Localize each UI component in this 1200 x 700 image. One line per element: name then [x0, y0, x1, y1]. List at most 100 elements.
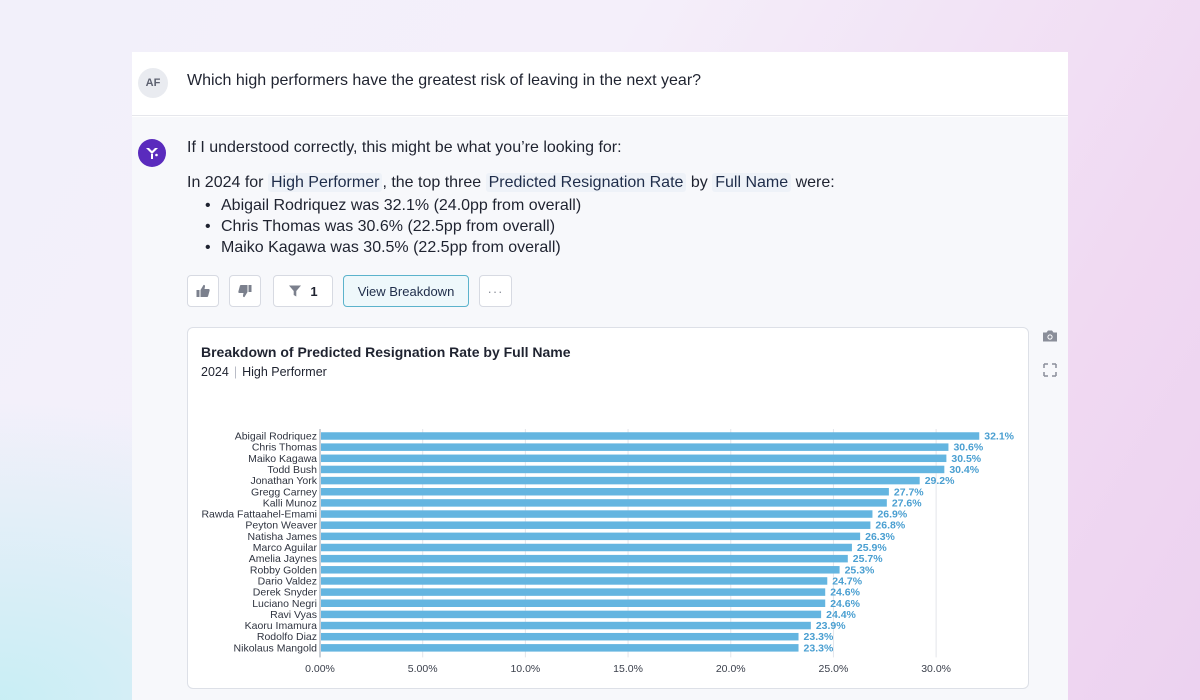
metric-chip[interactable]: Predicted Resignation Rate [485, 173, 687, 192]
data-label: 30.5% [951, 453, 981, 465]
more-button[interactable]: ··· [479, 275, 512, 307]
category-label: Rawda Fattaahel-Emami [201, 509, 317, 521]
category-label: Maiko Kagawa [248, 453, 317, 465]
data-label: 23.9% [816, 620, 846, 632]
category-label: Robby Golden [250, 564, 317, 576]
category-label: Dario Valdez [258, 575, 317, 587]
filter-icon [289, 285, 302, 297]
category-label: Amelia Jaynes [249, 553, 317, 565]
data-label: 24.6% [830, 598, 860, 610]
bar [321, 510, 873, 518]
bar [321, 610, 822, 619]
bar [321, 543, 852, 552]
filter-count: 1 [310, 283, 318, 299]
user-avatar: AF [138, 68, 168, 98]
bar [321, 532, 861, 541]
chart-subtitle: 2024 | High Performer [201, 365, 327, 379]
x-tick-label: 20.0% [716, 663, 746, 675]
category-label: Chris Thomas [252, 442, 317, 454]
conversation-panel: AF Which high performers have the greate… [132, 52, 1068, 700]
category-label: Kalli Munoz [263, 497, 317, 509]
data-label: 30.4% [949, 464, 979, 476]
bar [321, 566, 840, 574]
data-label: 29.2% [925, 475, 955, 487]
list-item: Maiko Kagawa was 30.5% (22.5pp from over… [204, 237, 581, 258]
data-label: 26.9% [877, 509, 907, 521]
thumbs-up-button[interactable] [187, 275, 219, 307]
summary-prefix: In 2024 for [187, 174, 264, 191]
data-label: 26.8% [875, 520, 905, 532]
data-label: 24.7% [832, 575, 862, 587]
view-breakdown-button[interactable]: View Breakdown [343, 275, 469, 307]
list-item: Chris Thomas was 30.6% (22.5pp from over… [204, 216, 581, 237]
chart-title: Breakdown of Predicted Resignation Rate … [201, 344, 571, 360]
summary-suffix: were: [795, 174, 835, 191]
bar [321, 488, 889, 496]
data-label: 23.3% [804, 642, 834, 654]
data-label: 23.3% [804, 631, 834, 643]
category-label: Gregg Carney [251, 486, 318, 498]
x-tick-label: 25.0% [819, 663, 849, 675]
x-tick-label: 30.0% [921, 663, 951, 675]
data-label: 27.7% [894, 486, 924, 498]
answer-summary: In 2024 for High Performer, the top thre… [187, 173, 835, 192]
thumbs-up-icon [196, 284, 210, 297]
category-label: Ravi Vyas [270, 609, 317, 621]
camera-icon[interactable] [1042, 329, 1058, 343]
data-label: 25.3% [845, 564, 875, 576]
bot-logo-icon [138, 139, 166, 167]
bar [321, 621, 811, 630]
thumbs-down-button[interactable] [229, 275, 261, 307]
data-label: 27.6% [892, 497, 922, 509]
summary-mid: , the top three [382, 174, 482, 191]
category-label: Luciano Negri [252, 598, 317, 610]
bar [321, 465, 945, 474]
bar [321, 599, 826, 607]
bar [321, 454, 947, 463]
bar [321, 577, 828, 585]
bar [321, 644, 799, 652]
data-label: 24.6% [830, 587, 860, 599]
chart-subtitle-year: 2024 [201, 365, 229, 379]
x-tick-label: 0.00% [305, 663, 335, 675]
answer-intro: If I understood correctly, this might be… [187, 139, 622, 156]
filter-button[interactable]: 1 [273, 275, 333, 307]
category-label: Todd Bush [267, 464, 317, 476]
thumbs-down-icon [238, 285, 252, 298]
dimension-chip[interactable]: Full Name [712, 173, 792, 192]
filter-chip[interactable]: High Performer [267, 173, 383, 192]
bar [321, 499, 887, 507]
data-label: 25.9% [857, 542, 887, 554]
category-label: Abigail Rodriquez [235, 431, 317, 443]
answer-section: If I understood correctly, this might be… [132, 117, 1068, 700]
bar [321, 632, 799, 641]
chart-card: Breakdown of Predicted Resignation Rate … [187, 327, 1029, 689]
question-text: Which high performers have the greatest … [187, 72, 702, 89]
bar [321, 476, 920, 485]
data-label: 30.6% [953, 442, 983, 454]
bar [321, 588, 826, 596]
category-label: Kaoru Imamura [245, 620, 318, 632]
data-label: 32.1% [984, 431, 1014, 443]
answer-bullets: Abigail Rodriquez was 32.1% (24.0pp from… [204, 195, 581, 258]
bar [321, 443, 949, 451]
bar-chart: 0.00% 5.00% 10.0% 15.0% 20.0% 25.0% 30.0% Abiga… [201, 429, 1015, 675]
question-row: AF Which high performers have the greate… [132, 52, 1068, 116]
more-icon: ··· [487, 283, 504, 299]
expand-icon[interactable] [1043, 363, 1057, 377]
chart-subtitle-filter: High Performer [242, 365, 327, 379]
category-label: Peyton Weaver [245, 520, 317, 532]
x-tick-label: 15.0% [613, 663, 643, 675]
category-label: Derek Snyder [253, 587, 318, 599]
category-label: Nikolaus Mangold [234, 642, 318, 654]
x-tick-label: 10.0% [510, 663, 540, 675]
bar [321, 432, 980, 440]
category-label: Rodolfo Diaz [257, 631, 317, 643]
x-tick-label: 5.00% [408, 663, 438, 675]
data-label: 24.4% [826, 609, 856, 621]
category-label: Natisha James [248, 531, 317, 543]
data-label: 26.3% [865, 531, 895, 543]
category-label: Jonathan York [250, 475, 317, 487]
data-label: 25.7% [853, 553, 883, 565]
bar [321, 554, 848, 563]
